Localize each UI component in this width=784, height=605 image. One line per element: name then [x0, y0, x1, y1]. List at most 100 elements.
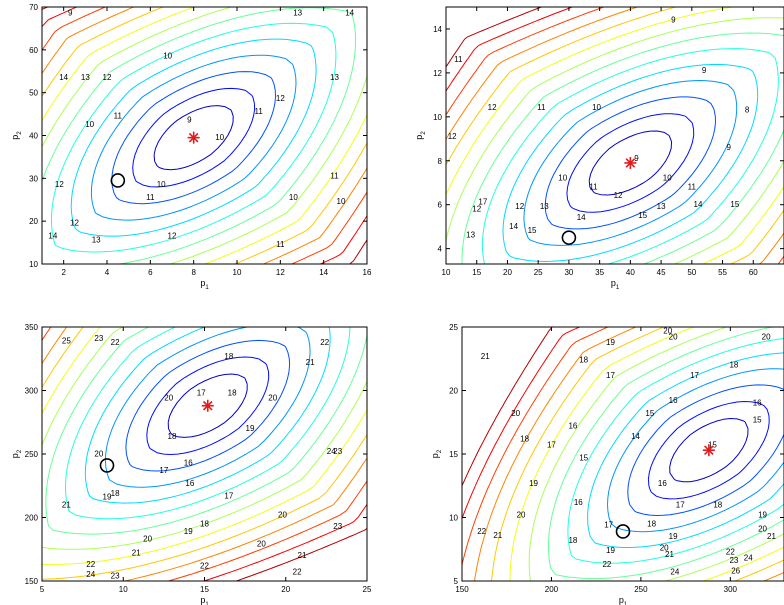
y-tick-label: 4: [438, 245, 443, 254]
contour-label: 13: [330, 73, 339, 82]
x-tick-label: 45: [657, 268, 666, 277]
contour-label: 9: [702, 66, 707, 75]
contour-level-14: [42, 7, 367, 264]
contour-label: 12: [472, 204, 481, 213]
y-tick-label: 250: [25, 450, 39, 459]
contour-label: 20: [762, 333, 771, 342]
contour-level-7: [548, 327, 784, 580]
contour-label: 13: [293, 9, 302, 18]
contour-label: 10: [337, 197, 346, 206]
contour-label: 14: [509, 222, 518, 231]
contour-level-12: [42, 327, 367, 581]
contour-level-11: [446, 7, 784, 264]
y-tick-label: 70: [29, 3, 38, 12]
contour-label: 22: [726, 547, 735, 556]
contour-label: 23: [94, 334, 103, 343]
contour-label: 20: [268, 394, 277, 403]
contour-label: 16: [184, 458, 193, 467]
contour-labels: 1617171718181818181919192020202020202121…: [62, 334, 343, 580]
contour-label: 18: [729, 361, 738, 370]
contour-label: 22: [200, 561, 209, 570]
contour-label: 12: [515, 202, 524, 211]
start-circle-marker: [615, 524, 631, 539]
contour-label: 20: [517, 511, 526, 520]
contour-label: 23: [333, 522, 342, 531]
contour-level-4: [607, 368, 784, 533]
contour-label: 10: [558, 174, 567, 183]
contour-label: 21: [298, 551, 307, 560]
contour-label: 24: [86, 570, 95, 579]
contour-level-12: [42, 7, 367, 264]
y-tick-label: 12: [433, 69, 442, 78]
contour-label: 23: [729, 556, 738, 565]
contour-label: 13: [540, 202, 549, 211]
x-tick-label: 20: [503, 268, 512, 277]
contour-panel-bottom-left: 1617171718181818181919192020202020202121…: [10, 323, 372, 605]
y-tick-label: 6: [438, 201, 443, 210]
y-tick-label: 8: [438, 157, 443, 166]
contour-label: 20: [511, 409, 520, 418]
y-tick-label: 10: [29, 260, 38, 269]
contour-label: 10: [663, 174, 672, 183]
contour-level-3: [544, 96, 716, 230]
contour-label: 19: [184, 527, 193, 536]
contour-level-9: [42, 7, 367, 264]
optimum-star-marker: [201, 399, 214, 412]
y-tick-label: 40: [29, 132, 38, 141]
x-tick-label: 6: [148, 268, 153, 277]
contour-level-9: [42, 327, 367, 565]
contour-label: 11: [146, 193, 155, 202]
contour-level-10: [491, 327, 784, 581]
contour-level-2: [132, 87, 256, 188]
x-tick-label: 150: [455, 585, 469, 594]
contour-label: 14: [345, 9, 354, 18]
contour-label: 24: [327, 447, 336, 456]
contour-level-2: [647, 401, 770, 500]
contour-label: 15: [638, 211, 647, 220]
contour-label: 13: [657, 202, 666, 211]
contour-label: 14: [631, 432, 640, 441]
start-circle-marker: [99, 458, 115, 473]
x-tick-label: 12: [276, 268, 285, 277]
contour-label: 11: [589, 182, 598, 191]
y-tick-label: 20: [29, 217, 38, 226]
contour-label: 8: [745, 105, 750, 114]
contour-label: 19: [758, 511, 767, 520]
x-tick-label: 16: [363, 268, 372, 277]
contour-level-9: [509, 327, 784, 581]
y-tick-label: 25: [449, 323, 458, 332]
contour-level-6: [50, 22, 337, 253]
contour-label: 17: [604, 521, 613, 530]
contour-label: 14: [48, 231, 57, 240]
contour-label: 18: [224, 352, 233, 361]
contour-label: 17: [478, 198, 487, 207]
contour-label: 18: [200, 519, 209, 528]
contour-label: 16: [669, 396, 678, 405]
contour-label: 12: [448, 132, 457, 141]
contour-level-5: [84, 327, 331, 504]
contour-label: 15: [753, 415, 762, 424]
optimum-star-marker: [187, 131, 200, 144]
contour-label: 21: [493, 531, 502, 540]
contour-label: 17: [159, 466, 168, 475]
contour-label: 18: [647, 519, 656, 528]
x-tick-label: 2: [61, 268, 66, 277]
contour-lines: [42, 327, 367, 581]
contour-level-7: [42, 7, 357, 264]
contour-level-8: [446, 17, 784, 264]
contour-label: 12: [168, 231, 177, 240]
x-tick-label: 5: [40, 585, 45, 594]
contour-label: 21: [132, 549, 141, 558]
contour-labels: 14 15 15 15 15 16 16 16 16 16 17 17 17 17 17 18 18 18 18 18…: [477, 327, 776, 577]
x-tick-label: 15: [200, 585, 209, 594]
contour-label: 17: [690, 371, 699, 380]
contour-label: 12: [614, 191, 623, 200]
x-tick-label: 200: [545, 585, 559, 594]
contour-label: 18: [579, 356, 588, 365]
y-tick-label: 50: [29, 89, 38, 98]
contour-level-1: [153, 105, 234, 171]
y-tick-label: 20: [449, 387, 458, 396]
contour-label: 10: [157, 180, 166, 189]
contour-label: 13: [466, 231, 475, 240]
